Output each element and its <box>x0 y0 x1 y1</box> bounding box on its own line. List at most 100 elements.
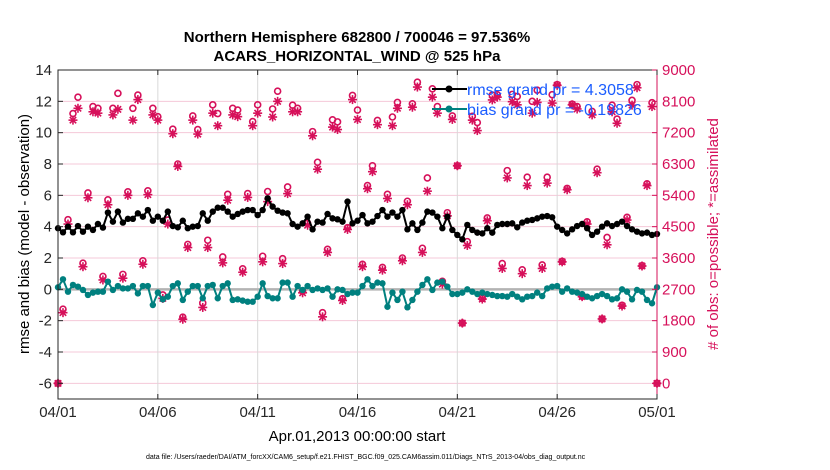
bias-point <box>219 282 226 290</box>
rmse-point <box>259 206 266 214</box>
bias-point <box>484 290 491 298</box>
y-tick-label: 6 <box>44 187 52 204</box>
possible-point <box>358 260 367 269</box>
asterisk-stroke <box>149 111 157 119</box>
rmse-point <box>149 217 157 224</box>
possible-point <box>533 86 542 94</box>
rmse-point <box>254 211 261 219</box>
rmse-point <box>449 226 456 234</box>
rmse-point <box>229 213 236 220</box>
possible-point <box>518 266 527 274</box>
bias-point <box>474 290 481 298</box>
possible-point <box>114 89 122 98</box>
bias-point <box>69 281 77 289</box>
assimilated-point <box>213 121 223 131</box>
rmse-point <box>314 218 321 225</box>
bias-point <box>449 290 456 298</box>
rmse-point <box>349 220 356 227</box>
possible-point <box>573 102 581 111</box>
possible-point <box>99 272 107 281</box>
rmse-point <box>219 204 226 211</box>
possible-point <box>473 118 482 127</box>
assimilated-point <box>203 243 213 253</box>
bias-point <box>294 282 301 290</box>
assimilated-point <box>73 103 83 113</box>
rmse-point <box>454 231 461 239</box>
bias-point <box>179 296 186 304</box>
asterisk-stroke <box>233 112 242 121</box>
x-axis-label: Apr.01,2013 00:00:00 start <box>269 428 447 445</box>
rmse-point <box>334 216 341 223</box>
rmse-point <box>274 207 281 214</box>
bias-point <box>469 288 476 295</box>
bias-point <box>424 276 431 283</box>
possible-point <box>623 213 631 222</box>
rmse-point <box>359 211 366 219</box>
possible-point <box>368 161 377 170</box>
asterisk-stroke <box>223 196 232 204</box>
possible-point <box>453 161 462 170</box>
bias-point <box>64 288 72 295</box>
rmse-point <box>114 208 122 215</box>
rmse-point <box>329 215 336 222</box>
axis-ticks: -6 -4 -2 0 2 4 6 8 10 12 14 0 900 1800 2700 3600 4500 540… <box>35 62 695 421</box>
rmse-point <box>509 220 516 227</box>
bias-point <box>189 282 196 290</box>
y-right-tick-label: 900 <box>662 344 687 361</box>
possible-point <box>169 125 177 133</box>
possible-point <box>603 233 611 242</box>
bias-point <box>429 286 436 294</box>
possible-point <box>598 315 606 323</box>
rmse-point <box>59 229 67 236</box>
bias-point <box>618 286 626 293</box>
asterisk-stroke <box>353 115 362 124</box>
bias-point <box>264 292 271 300</box>
possible-point <box>498 259 507 268</box>
possible-point <box>558 257 566 266</box>
asterisk-stroke <box>508 97 517 106</box>
y-tick-label: 8 <box>44 156 52 173</box>
bias-point <box>434 279 441 286</box>
asterisk-stroke <box>253 109 262 117</box>
bias-point <box>194 282 201 290</box>
assimilated-point <box>353 114 362 124</box>
possible-point <box>563 184 571 193</box>
legend-rmse-label: rmse grand pr = 4.3058 <box>467 82 634 99</box>
possible-point <box>183 240 192 249</box>
bias-point <box>334 286 341 293</box>
assimilated-point <box>427 92 437 102</box>
rmse-point <box>64 223 72 230</box>
asterisk-stroke <box>368 167 377 176</box>
bias-point <box>309 286 316 294</box>
possible-point <box>393 98 402 107</box>
rmse-point <box>299 220 306 227</box>
asterisk-stroke <box>203 243 212 252</box>
asterisk-stroke <box>523 181 531 190</box>
bias-point <box>244 298 251 305</box>
bias-point <box>299 286 306 294</box>
y-right-tick-label: 7200 <box>662 125 695 142</box>
possible-point <box>403 197 412 206</box>
possible-point <box>94 104 102 113</box>
possible-point <box>363 181 372 190</box>
y-right-tick-label: 6300 <box>662 156 695 173</box>
bias-point <box>534 289 541 296</box>
assimilated-point <box>472 126 482 136</box>
bias-point <box>344 290 351 298</box>
bias-point <box>134 290 142 297</box>
bias-point <box>319 286 326 294</box>
asterisk-stroke <box>343 225 352 234</box>
rmse-point <box>249 206 256 214</box>
bias-point <box>84 291 92 299</box>
data-file-footnote: data file: /Users/raeder/DAI/ATM_forcXX/… <box>146 454 586 461</box>
rmse-point <box>79 228 87 235</box>
rmse-point <box>164 208 172 215</box>
rmse-point <box>583 225 591 232</box>
asterisk-stroke <box>548 99 556 107</box>
possible-point <box>273 87 282 96</box>
rmse-point <box>484 225 491 232</box>
possible-point <box>398 254 407 262</box>
assimilated-point <box>507 97 517 107</box>
rmse-point <box>364 220 371 227</box>
assimilated-point <box>233 112 243 122</box>
